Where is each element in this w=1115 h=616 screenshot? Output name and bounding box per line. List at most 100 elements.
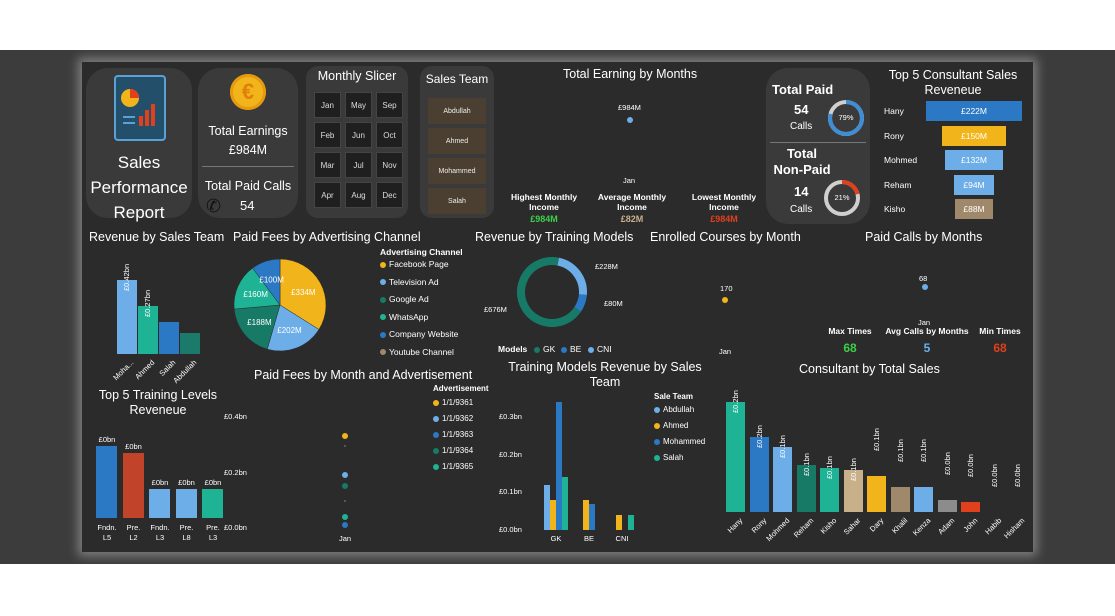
advertisement-legend-label: 1/1/9363 (442, 430, 474, 439)
team-button-ahmed[interactable]: Ahmed (428, 128, 486, 154)
channel-legend-label: Company Website (389, 329, 459, 339)
sale-team-legend-item: Abdullah (654, 405, 694, 414)
sale-team-legend-label: Mohammed (663, 437, 706, 446)
legend-dot (433, 447, 439, 454)
phone-icon: ✆ (206, 196, 222, 216)
fees-month-ad-point (342, 433, 348, 440)
month-button-jul[interactable]: Jul (345, 152, 372, 178)
month-button-dec[interactable]: Dec (376, 182, 403, 208)
enrolled-title: Enrolled Courses by Month (650, 230, 801, 244)
month-button-jan[interactable]: Jan (314, 92, 341, 118)
channel-legend-item: Television Ad (380, 277, 439, 287)
models-legend-label: GK (543, 344, 556, 354)
advertisement-legend-item: 1/1/9364 (433, 446, 473, 455)
pie-slice-whatsapp (233, 267, 281, 310)
coin-glyph: € (241, 79, 255, 104)
consultant-value: £0.1bn (825, 456, 834, 479)
average-income-value: £82M (620, 214, 644, 224)
consultant-value: £0.1bn (872, 428, 881, 451)
training-team-bar (616, 514, 622, 530)
rev-sales-team-bar (117, 280, 137, 354)
team-button-mohammed[interactable]: Mohammed (428, 158, 486, 184)
top5-training-cat1: Fndn. (150, 523, 170, 532)
month-button-jun[interactable]: Jun (345, 122, 372, 148)
total-paid-title: Total Paid (772, 82, 834, 97)
top5-training-bar (202, 489, 223, 518)
consultant-value: £0.1bn (848, 457, 858, 481)
legend-dot (588, 346, 594, 353)
earning-point-label: £984M (618, 103, 641, 112)
earnings-divider (202, 166, 294, 167)
top5-training-bar (175, 489, 197, 518)
sale-team-legend-item: Salah (654, 453, 683, 462)
fees-month-ad-title: Paid Fees by Month and Advertisement (254, 368, 473, 382)
consultant-bar (796, 465, 816, 512)
training-team-bar (544, 484, 550, 530)
month-button-may[interactable]: May (345, 92, 372, 118)
consultant-value: £0.1bn (895, 439, 905, 462)
max-times-value: 68 (843, 341, 857, 355)
training-team-bar (583, 499, 589, 530)
fees-month-ad-point (342, 483, 348, 490)
consultant-bar (843, 469, 863, 512)
rev-sales-team-bar (138, 306, 158, 354)
advertisement-legend-label: 1/1/9361 (442, 398, 474, 407)
models-legend-item: BE (561, 344, 581, 354)
consultant-value: £0.0bn (942, 451, 952, 475)
paid-calls-point (922, 284, 928, 290)
top5-consultant-title-line1: Top 5 Consultant Sales (888, 68, 1018, 82)
report-title-line3: Report (113, 203, 165, 222)
channel-legend-label: WhatsApp (389, 311, 429, 322)
top5-consultant-name: Kisho (884, 204, 906, 214)
advertisement-legend-label: 1/1/9364 (442, 446, 474, 455)
top5-consultant-value: £94M (963, 179, 985, 190)
advertisement-legend-label: 1/1/9365 (442, 462, 474, 471)
rev-sales-team-value: £0.42bn (122, 263, 131, 291)
top5-training-value: £0bn (178, 478, 195, 488)
pie-slice-label: £188M (247, 318, 272, 327)
pie-slice-television-ad (266, 304, 320, 352)
month-button-aug[interactable]: Aug (345, 182, 372, 208)
fees-month-ad-ytick: £0.0bn (224, 523, 247, 532)
donut-label: £676M (484, 305, 507, 314)
legend-dot (433, 431, 439, 438)
gridline-dot (344, 444, 346, 447)
pie-slice-label: £202M (277, 326, 302, 335)
top5-consultant-name: Mohmed (884, 155, 918, 165)
top5-training-cat2: L2 (129, 533, 138, 542)
month-button-sep[interactable]: Sep (376, 92, 403, 118)
month-button-apr[interactable]: Apr (314, 182, 341, 208)
legend-dot (380, 261, 386, 268)
month-button-mar[interactable]: Mar (314, 152, 341, 178)
legend-dot (433, 463, 439, 470)
top5-training-value: £0bn (98, 435, 116, 444)
total-earnings-label: Total Earnings (208, 124, 288, 138)
month-button-oct[interactable]: Oct (376, 122, 403, 148)
channel-legend-label: Youtube Channel (389, 346, 454, 357)
top5-consultant-value: £222M (961, 106, 987, 116)
earnings-card: € Total Earnings £984M Total Paid Calls … (198, 68, 298, 218)
gridline-dot (344, 500, 346, 503)
legend-dot (654, 438, 660, 445)
consultant-bar (749, 437, 769, 512)
donut-segment-gk (517, 257, 581, 327)
month-button-nov[interactable]: Nov (376, 152, 403, 178)
month-button-feb[interactable]: Feb (314, 122, 341, 148)
paid-fees-channel-title: Paid Fees by Advertising Channel (233, 230, 421, 244)
paid-calls-months-title: Paid Calls by Months (865, 230, 983, 244)
top5-training-bar (149, 489, 170, 518)
consultant-total-title: Consultant by Total Sales (799, 362, 940, 376)
enrolled-x-label: Jan (719, 347, 732, 356)
legend-dot (654, 406, 660, 413)
top5-training-cat1: Pre. (126, 523, 141, 532)
paid-divider (770, 142, 866, 143)
nonpaid-arc (824, 180, 860, 216)
legend-dot (380, 296, 386, 303)
sale-team-legend-item: Mohammed (654, 437, 705, 446)
total-paid-calls-label: Total Paid Calls (204, 179, 292, 193)
lowest-income-label: Lowest Monthly Income (691, 192, 757, 212)
team-button-abdullah[interactable]: Abdullah (428, 98, 486, 124)
team-button-salah[interactable]: Salah (428, 188, 486, 214)
consultant-bar (773, 447, 792, 512)
avg-calls-label: Avg Calls by Months (885, 326, 969, 336)
